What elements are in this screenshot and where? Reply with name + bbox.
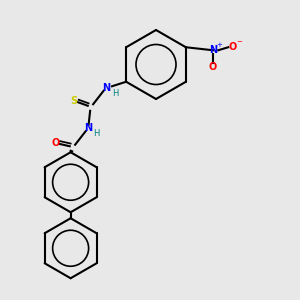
Text: N: N xyxy=(209,45,217,55)
Text: O: O xyxy=(209,62,217,72)
Text: N: N xyxy=(85,123,93,133)
Text: N: N xyxy=(103,83,111,93)
Text: S: S xyxy=(70,96,77,106)
Text: +: + xyxy=(217,42,222,48)
Text: H: H xyxy=(93,129,99,138)
Text: −: − xyxy=(236,39,242,45)
Text: O: O xyxy=(52,138,60,148)
Text: H: H xyxy=(112,89,118,98)
Text: O: O xyxy=(228,42,236,52)
